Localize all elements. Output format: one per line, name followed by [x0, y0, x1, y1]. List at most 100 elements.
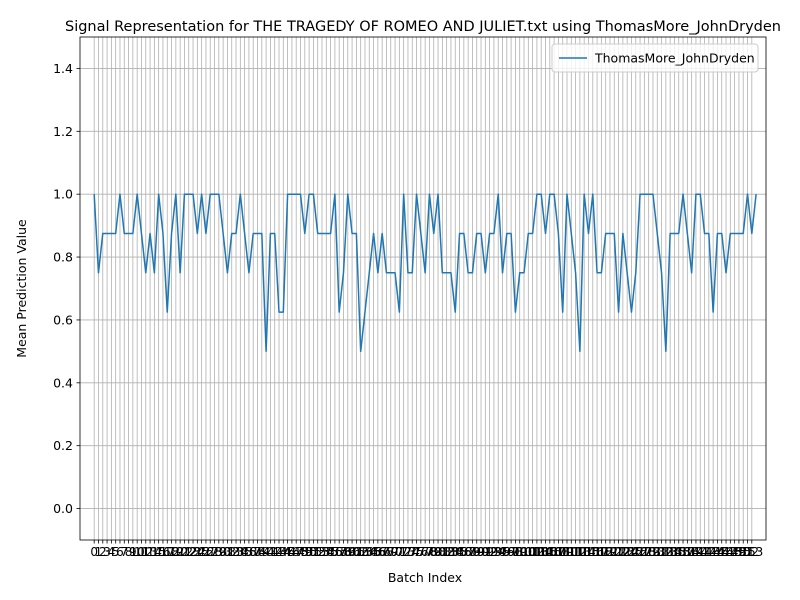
x-tick-label: 115	[577, 545, 600, 559]
x-tick-label: 45	[280, 545, 295, 559]
y-tick-label: 1.2	[53, 124, 73, 139]
x-tick-label: 87	[460, 545, 475, 559]
x-tick-label: 31	[220, 545, 235, 559]
x-tick-label: 104	[530, 545, 553, 559]
x-tick-label: 83	[443, 545, 458, 559]
x-tick-label: 128	[633, 545, 656, 559]
x-tick-label: 19	[168, 545, 183, 559]
x-tick-label: 145	[706, 545, 729, 559]
x-tick-label: 41	[263, 545, 278, 559]
x-tick-label: 11	[134, 545, 149, 559]
x-tick-label: 78	[422, 545, 437, 559]
x-tick-label: 55	[323, 545, 338, 559]
x-tick-label: 143	[697, 545, 720, 559]
x-tick-label: 56	[327, 545, 342, 559]
y-tick-label: 1.4	[53, 61, 73, 76]
x-tick-label: 127	[629, 545, 652, 559]
x-tick-label: 75	[409, 545, 424, 559]
x-tick-label: 5	[112, 545, 120, 559]
x-tick-label: 37	[246, 545, 261, 559]
y-tick-label: 1.0	[53, 187, 73, 202]
x-tick-label: 20	[173, 545, 188, 559]
x-tick-label: 85	[452, 545, 467, 559]
legend-box	[551, 43, 759, 73]
x-tick-label: 95	[495, 545, 510, 559]
x-tick-label: 77	[418, 545, 433, 559]
x-tick-label: 79	[426, 545, 441, 559]
x-tick-label: 150	[727, 545, 750, 559]
x-tick-label: 92	[482, 545, 497, 559]
x-tick-label: 10	[130, 545, 145, 559]
x-tick-label: 72	[396, 545, 411, 559]
x-tick-label: 74	[405, 545, 420, 559]
x-tick-label: 2	[99, 545, 107, 559]
x-tick-label: 32	[224, 545, 239, 559]
x-tick-label: 50	[301, 545, 316, 559]
x-tick-label: 106	[538, 545, 561, 559]
x-tick-label: 111	[560, 545, 583, 559]
y-tick-label: 0.0	[53, 501, 73, 516]
x-tick-label: 26	[198, 545, 213, 559]
x-tick-label: 36	[241, 545, 256, 559]
x-tick-label: 21	[177, 545, 192, 559]
x-tick-label: 117	[586, 545, 609, 559]
x-tick-label: 109	[551, 545, 574, 559]
x-tick-label: 137	[672, 545, 695, 559]
x-tick-label: 35	[237, 545, 252, 559]
x-tick-label: 58	[336, 545, 351, 559]
x-tick-label: 102	[521, 545, 544, 559]
x-tick-label: 96	[499, 545, 514, 559]
x-tick-label: 113	[568, 545, 591, 559]
x-tick-label: 76	[413, 545, 428, 559]
x-tick-label: 149	[723, 545, 746, 559]
x-tick-label: 4	[108, 545, 116, 559]
x-tick-label: 94	[491, 545, 506, 559]
x-tick-label: 3	[103, 545, 111, 559]
x-tick-label: 65	[366, 545, 381, 559]
x-tick-label: 89	[469, 545, 484, 559]
x-tick-label: 43	[271, 545, 286, 559]
x-tick-label: 133	[654, 545, 677, 559]
x-tick-label: 67	[375, 545, 390, 559]
x-axis-label: Batch Index	[388, 570, 462, 585]
x-tick-label: 131	[646, 545, 669, 559]
chart-title: Signal Representation for THE TRAGEDY OF…	[65, 19, 781, 35]
x-tick-label: 63	[357, 545, 372, 559]
x-tick-label: 110	[556, 545, 579, 559]
x-tick-label: 82	[439, 545, 454, 559]
x-tick-label: 69	[383, 545, 398, 559]
y-tick-label: 0.8	[53, 250, 73, 265]
y-axis-ticks: 0.0 0.2 0.4 0.6 0.8 1.0 1.2 1.4	[53, 61, 80, 516]
x-tick-label: 122	[607, 545, 630, 559]
x-tick-label: 71	[392, 545, 407, 559]
x-tick-label: 60	[344, 545, 359, 559]
x-tick-label: 1	[95, 545, 103, 559]
x-tick-label: 123	[611, 545, 634, 559]
x-tick-label: 142	[693, 545, 716, 559]
x-tick-label: 16	[155, 545, 170, 559]
x-tick-label: 153	[740, 545, 763, 559]
x-tick-label: 44	[276, 545, 291, 559]
x-tick-label: 9	[129, 545, 137, 559]
x-tick-label: 52	[310, 545, 325, 559]
x-tick-label: 70	[387, 545, 402, 559]
x-tick-label: 33	[228, 545, 243, 559]
x-tick-label: 101	[517, 545, 540, 559]
x-tick-label: 49	[297, 545, 312, 559]
x-tick-label: 126	[624, 545, 647, 559]
x-tick-label: 144	[702, 545, 725, 559]
x-tick-label: 138	[676, 545, 699, 559]
x-tick-label: 129	[637, 545, 660, 559]
x-tick-label: 148	[719, 545, 742, 559]
x-tick-label: 57	[332, 545, 347, 559]
x-tick-label: 140	[684, 545, 707, 559]
x-tick-label: 134	[659, 545, 682, 559]
x-tick-label: 22	[181, 545, 196, 559]
x-tick-label: 17	[160, 545, 175, 559]
x-tick-label: 28	[207, 545, 222, 559]
x-tick-label: 98	[508, 545, 523, 559]
x-tick-label: 53	[314, 545, 329, 559]
x-tick-label: 23	[185, 545, 200, 559]
plot-frame	[79, 36, 767, 541]
